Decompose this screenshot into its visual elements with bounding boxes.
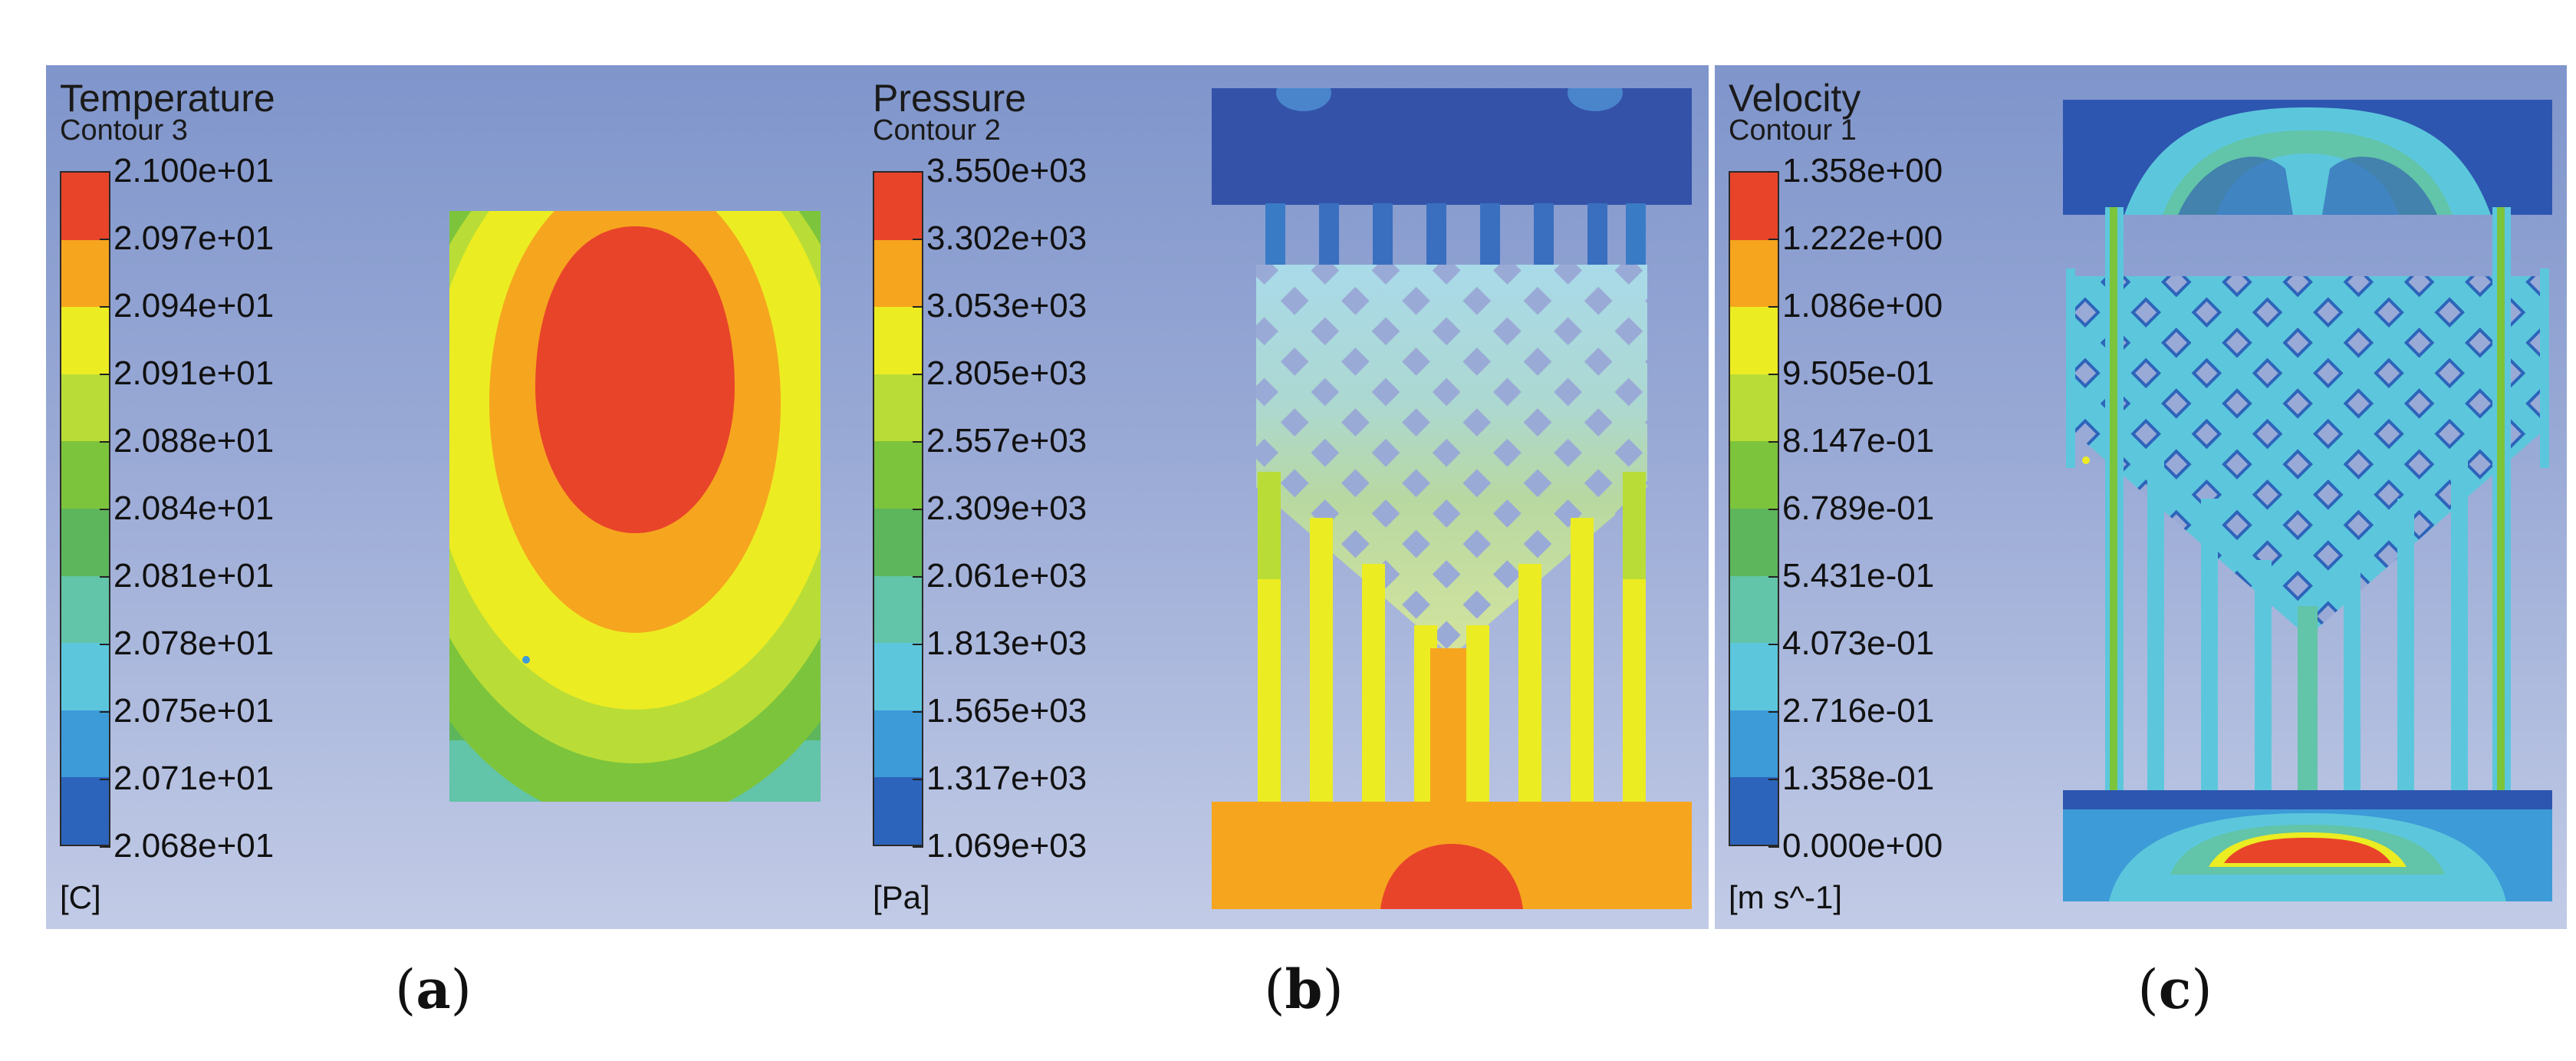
legend-tick: 2.091e+01 xyxy=(99,354,275,392)
legend-tick: 2.716e-01 xyxy=(1768,692,1935,730)
legend-tick: 2.078e+01 xyxy=(99,624,275,662)
caption-c: (c) xyxy=(2137,957,2212,1021)
caption-b: (b) xyxy=(1264,957,1344,1021)
legend-tick: 5.431e-01 xyxy=(1768,557,1935,595)
legend-swatch xyxy=(1730,173,1778,240)
legend-tick: 2.557e+03 xyxy=(912,422,1087,460)
legend-swatch xyxy=(874,643,922,710)
legend-tick: 2.084e+01 xyxy=(99,489,275,527)
legend-swatch xyxy=(874,441,922,509)
legend-swatch xyxy=(874,777,922,845)
caption-letter: b xyxy=(1285,957,1323,1021)
legend-swatch xyxy=(874,575,922,644)
legend-tick: 2.068e+01 xyxy=(99,827,275,865)
legend-unit: [Pa] xyxy=(873,879,930,915)
legend-swatch xyxy=(61,710,109,778)
velocity-contour-panel: Velocity Contour 1 1.358e+00 1.222e+00 1… xyxy=(1715,65,2567,929)
legend-tick: 3.053e+03 xyxy=(912,287,1087,325)
legend-swatch xyxy=(1730,441,1778,509)
legend-tick: 1.358e+00 xyxy=(1768,152,1943,189)
legend-tick: 3.550e+03 xyxy=(912,152,1087,189)
legend-swatch xyxy=(1730,508,1778,576)
legend-tick: 4.073e-01 xyxy=(1768,624,1935,662)
legend-tick: 2.100e+01 xyxy=(99,152,275,189)
legend-tick: 1.317e+03 xyxy=(912,760,1087,797)
legend-swatch xyxy=(874,307,922,374)
pressure-contour-panel: Pressure Contour 2 3.550e+03 3.302e+03 3… xyxy=(859,65,1709,929)
legend-swatch xyxy=(61,575,109,644)
panel-subtitle: Contour 2 xyxy=(873,114,1001,147)
legend-swatch xyxy=(874,374,922,442)
panel-title: Pressure xyxy=(873,77,1027,120)
legend-swatch xyxy=(61,173,109,240)
pressure-field xyxy=(1212,88,1692,909)
legend-tick: 2.309e+03 xyxy=(912,489,1087,527)
legend-tick: 2.088e+01 xyxy=(99,422,275,460)
legend-tick: 1.069e+03 xyxy=(912,827,1087,865)
legend-swatch xyxy=(61,643,109,710)
legend-tick: 2.094e+01 xyxy=(99,287,275,325)
legend-swatch xyxy=(61,374,109,442)
legend-swatch xyxy=(61,441,109,509)
legend-tick: 6.789e-01 xyxy=(1768,489,1935,527)
temperature-field xyxy=(449,211,821,802)
velocity-field xyxy=(2063,100,2552,901)
legend-tick: 3.302e+03 xyxy=(912,219,1087,257)
legend-swatch xyxy=(61,777,109,845)
legend-swatch xyxy=(1730,777,1778,845)
caption-a: (a) xyxy=(395,957,472,1021)
legend-tick: 1.565e+03 xyxy=(912,692,1087,730)
legend-tick: 2.081e+01 xyxy=(99,557,275,595)
temperature-contour-panel: Temperature Contour 3 2.100e+01 2.097e+0… xyxy=(46,65,859,929)
legend-tick: 0.000e+00 xyxy=(1768,827,1943,865)
legend-swatch xyxy=(1730,374,1778,442)
legend-swatch xyxy=(874,710,922,778)
legend-swatch xyxy=(1730,710,1778,778)
panel-title: Velocity xyxy=(1729,77,1861,120)
legend-tick: 1.813e+03 xyxy=(912,624,1087,662)
legend-swatch xyxy=(1730,575,1778,644)
legend-swatch xyxy=(61,239,109,308)
legend-tick: 2.071e+01 xyxy=(99,760,275,797)
legend-swatch xyxy=(61,508,109,576)
legend-unit: [m s^-1] xyxy=(1729,879,1843,915)
legend-swatch xyxy=(874,173,922,240)
legend-swatch xyxy=(1730,643,1778,710)
legend-swatch xyxy=(1730,239,1778,308)
legend-tick: 2.075e+01 xyxy=(99,692,275,730)
legend-tick: 1.358e-01 xyxy=(1768,760,1935,797)
legend-swatch xyxy=(874,239,922,308)
legend-tick: 8.147e-01 xyxy=(1768,422,1935,460)
legend-tick: 2.805e+03 xyxy=(912,354,1087,392)
panel-subtitle: Contour 3 xyxy=(60,114,188,147)
legend-tick: 1.222e+00 xyxy=(1768,219,1943,257)
legend-tick: 1.086e+00 xyxy=(1768,287,1943,325)
panel-title: Temperature xyxy=(60,77,275,120)
caption-letter: a xyxy=(416,957,451,1021)
legend-swatch xyxy=(61,307,109,374)
panel-subtitle: Contour 1 xyxy=(1729,114,1857,147)
legend-tick: 2.097e+01 xyxy=(99,219,275,257)
legend-tick: 2.061e+03 xyxy=(912,557,1087,595)
caption-letter: c xyxy=(2158,957,2192,1021)
legend-swatch xyxy=(1730,307,1778,374)
legend-tick: 9.505e-01 xyxy=(1768,354,1935,392)
legend-unit: [C] xyxy=(60,879,101,915)
color-legend xyxy=(60,171,110,846)
legend-swatch xyxy=(874,508,922,576)
